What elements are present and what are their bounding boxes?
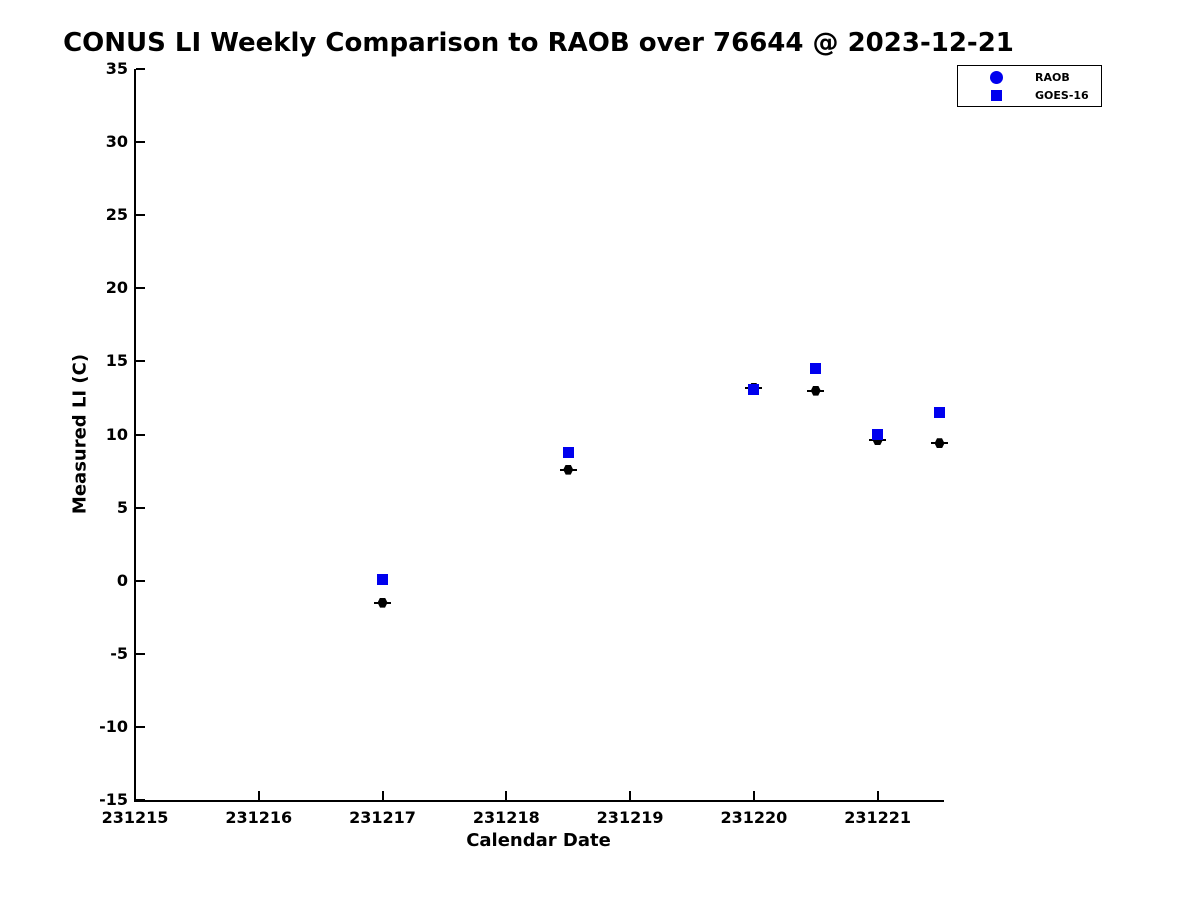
y-tick-label: -5 xyxy=(110,643,128,663)
y-tick-label: 5 xyxy=(116,497,128,517)
y-tick-label: 20 xyxy=(105,278,128,298)
x-tick-label: 231218 xyxy=(472,808,540,827)
chart-title: CONUS LI Weekly Comparison to RAOB over … xyxy=(63,28,1014,58)
x-tick-label: 231216 xyxy=(225,808,293,827)
x-tick-label: 231215 xyxy=(101,808,169,827)
goes16-square-icon xyxy=(991,89,1002,101)
y-tick-label: 30 xyxy=(105,132,128,152)
legend-entry-goes16: GOES-16 xyxy=(958,88,1101,103)
y-tick-label: -10 xyxy=(99,716,128,736)
x-tick-label: 231217 xyxy=(349,808,416,827)
plot-area xyxy=(134,69,944,802)
y-tick-label: 0 xyxy=(116,570,128,590)
y-tick-label: 10 xyxy=(105,424,128,444)
y-axis-label: Measured LI (C) xyxy=(69,353,91,515)
x-tick-label: 231220 xyxy=(720,808,788,827)
x-tick-label: 231219 xyxy=(596,808,664,827)
legend-label-goes16: GOES-16 xyxy=(1035,88,1089,102)
legend-label-raob: RAOB xyxy=(1035,70,1070,84)
x-axis-label: Calendar Date xyxy=(466,830,611,851)
legend: RAOB GOES-16 xyxy=(957,65,1102,107)
x-tick-label: 231221 xyxy=(844,808,912,827)
legend-entry-raob: RAOB xyxy=(958,70,1101,85)
y-tick-label: 15 xyxy=(105,351,128,371)
raob-circle-icon xyxy=(990,70,1003,84)
y-tick-label: 35 xyxy=(105,59,128,78)
y-tick-label: -15 xyxy=(99,790,128,809)
y-tick-label: 25 xyxy=(105,205,128,225)
